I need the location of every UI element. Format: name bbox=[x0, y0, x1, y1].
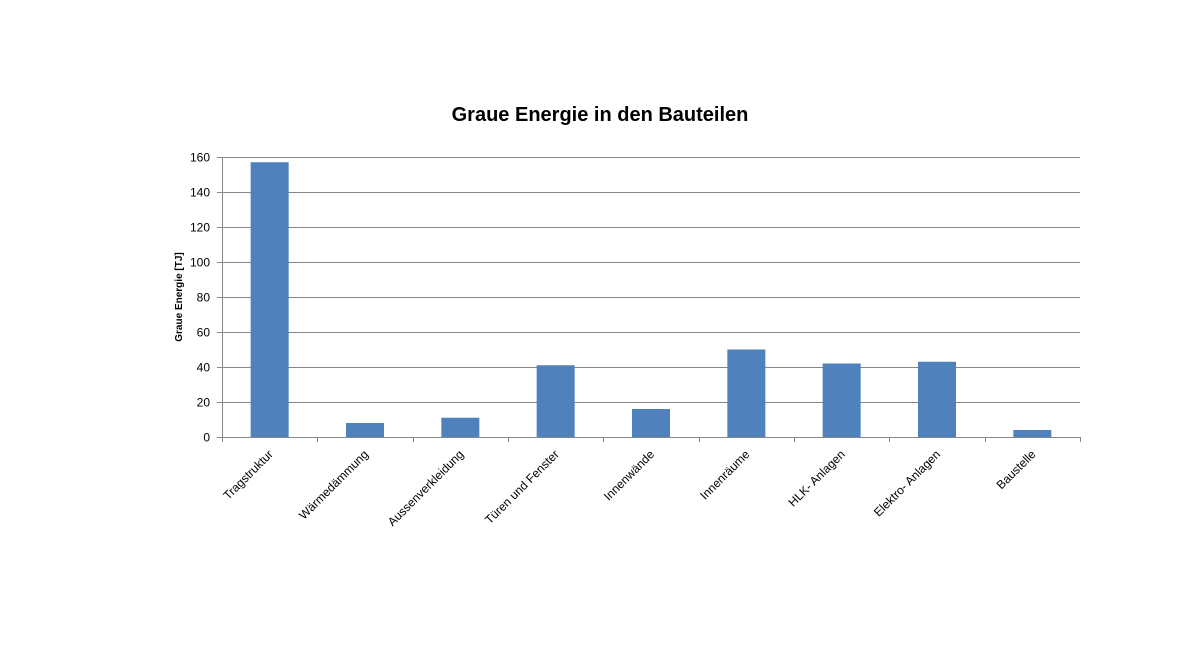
y-tick-label: 80 bbox=[197, 291, 211, 305]
bar bbox=[632, 409, 670, 437]
bar bbox=[822, 363, 861, 437]
y-tick-label: 40 bbox=[197, 361, 211, 375]
bar bbox=[727, 349, 766, 437]
bar bbox=[918, 361, 956, 437]
x-category-label: Türen und Fenster bbox=[482, 447, 562, 527]
x-category-label: Aussenverkleidung bbox=[385, 447, 467, 529]
x-category-labels: Tragstruktur Wärmedämmung Aussenverkleidun… bbox=[220, 447, 1038, 529]
y-tick-labels: 0 20 40 60 80 100 120 140 160 bbox=[190, 151, 210, 445]
x-category-label: Innenräume bbox=[697, 447, 752, 502]
gridlines bbox=[217, 157, 1080, 438]
y-tick-label: 20 bbox=[197, 396, 211, 410]
axes bbox=[222, 157, 1081, 442]
y-tick-label: 60 bbox=[197, 326, 211, 340]
bars bbox=[250, 162, 1052, 437]
x-category-label: Baustelle bbox=[994, 447, 1039, 492]
bar bbox=[1013, 430, 1052, 437]
x-category-label: Wärmedämmung bbox=[296, 447, 371, 522]
y-tick-label: 120 bbox=[190, 221, 210, 235]
x-category-label: Elektro- Anlagen bbox=[871, 447, 943, 519]
x-category-label: HLK- Anlagen bbox=[786, 447, 848, 509]
chart-title: Graue Energie in den Bauteilen bbox=[452, 104, 749, 126]
x-category-label: Tragstruktur bbox=[220, 447, 275, 502]
y-tick-label: 0 bbox=[203, 431, 210, 445]
bar bbox=[536, 365, 575, 437]
bar bbox=[441, 417, 480, 437]
y-tick-label: 100 bbox=[190, 256, 210, 270]
y-tick-label: 160 bbox=[190, 151, 210, 165]
x-category-label: Innenwände bbox=[601, 447, 657, 503]
bar bbox=[346, 423, 384, 437]
bar bbox=[250, 162, 289, 437]
y-tick-label: 140 bbox=[190, 186, 210, 200]
y-axis-label: Graue Energie [TJ] bbox=[174, 252, 185, 341]
